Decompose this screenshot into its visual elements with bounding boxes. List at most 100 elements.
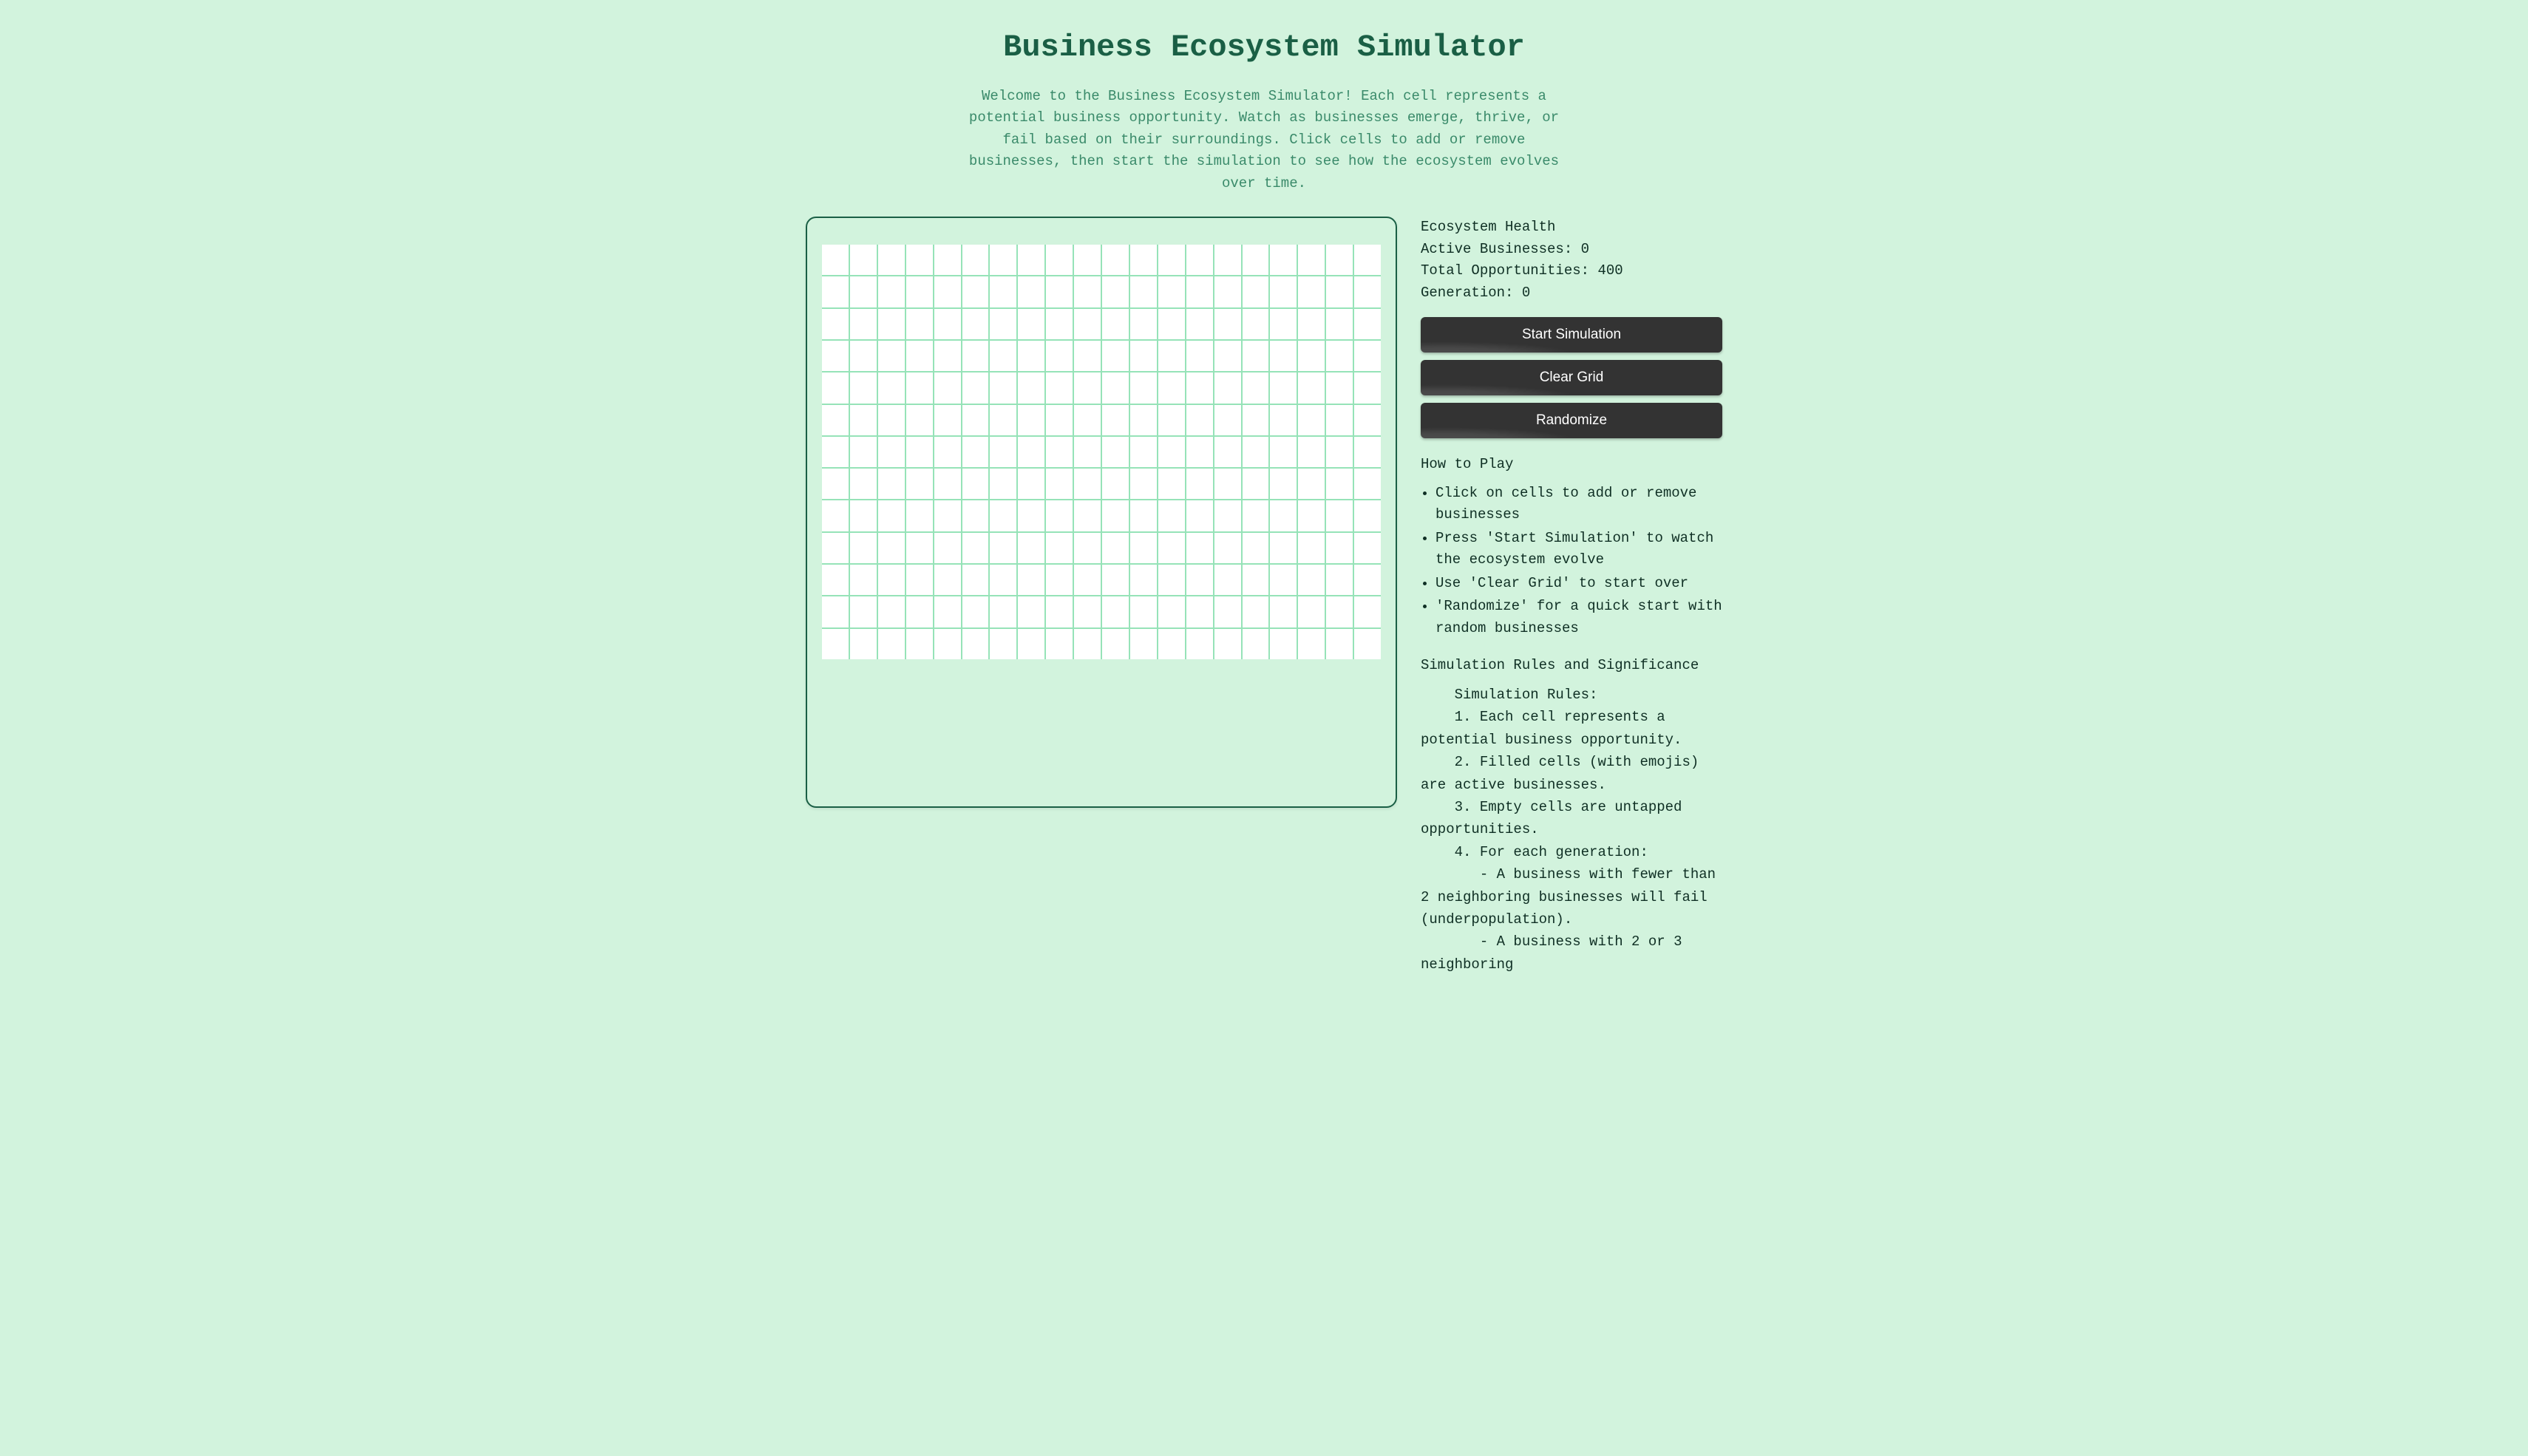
grid-cell[interactable] [990, 372, 1016, 403]
grid-cell[interactable] [878, 341, 905, 371]
grid-cell[interactable] [1130, 276, 1157, 307]
grid-cell[interactable] [1158, 437, 1185, 467]
grid-cell[interactable] [1102, 629, 1129, 659]
grid-cell[interactable] [850, 245, 877, 275]
grid-cell[interactable] [1354, 341, 1381, 371]
grid-cell[interactable] [1130, 437, 1157, 467]
grid-cell[interactable] [1243, 629, 1269, 659]
grid-cell[interactable] [1074, 565, 1101, 595]
grid-cell[interactable] [962, 405, 989, 435]
grid-cell[interactable] [1018, 405, 1044, 435]
grid-cell[interactable] [934, 500, 961, 531]
grid-cell[interactable] [1186, 276, 1213, 307]
clear-grid-button[interactable]: Clear Grid [1421, 360, 1722, 395]
grid-cell[interactable] [850, 596, 877, 627]
grid-cell[interactable] [1046, 469, 1073, 499]
grid-cell[interactable] [962, 469, 989, 499]
grid-cell[interactable] [1158, 245, 1185, 275]
grid-cell[interactable] [990, 629, 1016, 659]
grid-cell[interactable] [1243, 405, 1269, 435]
grid-cell[interactable] [1243, 596, 1269, 627]
grid-cell[interactable] [1243, 245, 1269, 275]
grid-cell[interactable] [1158, 533, 1185, 563]
grid-cell[interactable] [822, 341, 849, 371]
grid-cell[interactable] [1074, 629, 1101, 659]
grid-cell[interactable] [934, 341, 961, 371]
grid-cell[interactable] [990, 309, 1016, 339]
grid-cell[interactable] [1214, 500, 1241, 531]
grid-cell[interactable] [1298, 596, 1325, 627]
grid-cell[interactable] [934, 405, 961, 435]
grid-cell[interactable] [1158, 629, 1185, 659]
grid-cell[interactable] [962, 372, 989, 403]
grid-cell[interactable] [1214, 405, 1241, 435]
grid-cell[interactable] [990, 245, 1016, 275]
grid-cell[interactable] [906, 469, 933, 499]
grid-cell[interactable] [1046, 500, 1073, 531]
grid-cell[interactable] [1102, 500, 1129, 531]
grid-cell[interactable] [822, 309, 849, 339]
grid-cell[interactable] [1046, 309, 1073, 339]
grid-cell[interactable] [822, 276, 849, 307]
grid-cell[interactable] [1102, 596, 1129, 627]
grid-cell[interactable] [962, 500, 989, 531]
grid-cell[interactable] [1130, 565, 1157, 595]
grid-cell[interactable] [1158, 372, 1185, 403]
grid-cell[interactable] [1074, 469, 1101, 499]
grid-cell[interactable] [990, 500, 1016, 531]
grid-cell[interactable] [1074, 341, 1101, 371]
grid-cell[interactable] [1243, 533, 1269, 563]
grid-cell[interactable] [1130, 405, 1157, 435]
grid-cell[interactable] [1074, 500, 1101, 531]
grid-cell[interactable] [850, 309, 877, 339]
grid-cell[interactable] [1102, 405, 1129, 435]
start-simulation-button[interactable]: Start Simulation [1421, 317, 1722, 353]
grid-cell[interactable] [822, 372, 849, 403]
grid-cell[interactable] [878, 596, 905, 627]
grid-cell[interactable] [1326, 245, 1353, 275]
grid-cell[interactable] [1186, 405, 1213, 435]
grid-cell[interactable] [1354, 276, 1381, 307]
grid-cell[interactable] [1186, 372, 1213, 403]
grid-cell[interactable] [878, 309, 905, 339]
grid-cell[interactable] [962, 629, 989, 659]
grid-cell[interactable] [1298, 341, 1325, 371]
grid-cell[interactable] [906, 405, 933, 435]
grid-cell[interactable] [822, 565, 849, 595]
grid-cell[interactable] [878, 629, 905, 659]
grid-cell[interactable] [850, 405, 877, 435]
grid-cell[interactable] [1074, 245, 1101, 275]
grid-cell[interactable] [1270, 500, 1297, 531]
grid-cell[interactable] [1214, 437, 1241, 467]
grid-cell[interactable] [990, 596, 1016, 627]
grid-cell[interactable] [878, 500, 905, 531]
grid-cell[interactable] [850, 469, 877, 499]
grid-cell[interactable] [850, 500, 877, 531]
grid-cell[interactable] [1214, 629, 1241, 659]
grid-cell[interactable] [906, 245, 933, 275]
grid-cell[interactable] [1074, 276, 1101, 307]
grid-cell[interactable] [1270, 309, 1297, 339]
grid-cell[interactable] [1186, 596, 1213, 627]
grid-cell[interactable] [878, 533, 905, 563]
grid-cell[interactable] [850, 437, 877, 467]
grid-cell[interactable] [1158, 341, 1185, 371]
grid-cell[interactable] [1214, 596, 1241, 627]
grid-cell[interactable] [1298, 276, 1325, 307]
grid-cell[interactable] [850, 341, 877, 371]
grid-cell[interactable] [1102, 276, 1129, 307]
grid-cell[interactable] [1214, 276, 1241, 307]
grid-cell[interactable] [1102, 372, 1129, 403]
grid-cell[interactable] [1270, 629, 1297, 659]
grid-cell[interactable] [822, 405, 849, 435]
grid-cell[interactable] [1018, 437, 1044, 467]
grid-cell[interactable] [1243, 500, 1269, 531]
grid-cell[interactable] [1074, 596, 1101, 627]
grid-cell[interactable] [1018, 629, 1044, 659]
grid-cell[interactable] [1243, 341, 1269, 371]
grid-cell[interactable] [1354, 437, 1381, 467]
grid-cell[interactable] [1298, 405, 1325, 435]
grid-cell[interactable] [934, 565, 961, 595]
grid-cell[interactable] [1243, 565, 1269, 595]
grid-cell[interactable] [1102, 437, 1129, 467]
